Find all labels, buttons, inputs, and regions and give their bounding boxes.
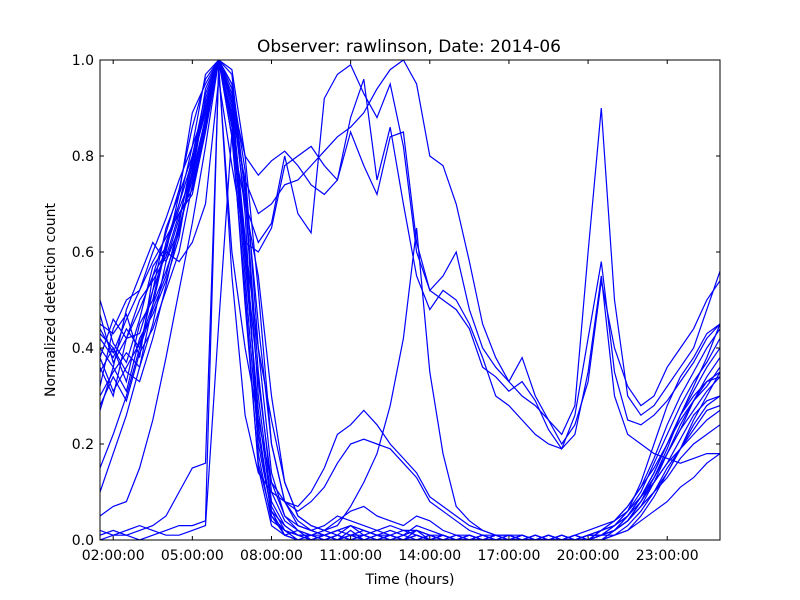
x-tick-label: 14:00:00 [398, 548, 461, 564]
y-tick-label: 0.2 [72, 437, 94, 453]
series-line-12 [100, 60, 720, 540]
series-line-17 [100, 131, 720, 540]
series-line-20 [100, 60, 720, 446]
y-tick-label: 1.0 [72, 53, 94, 69]
series-line-8 [100, 60, 720, 540]
x-axis: 02:00:00 05:00:00 08:00:00 11:00:00 14:00:00… [82, 60, 699, 564]
series-layer [100, 60, 720, 540]
y-tick-label: 0.8 [72, 149, 94, 165]
x-tick-label: 02:00:00 [82, 548, 145, 564]
y-axis: 0.0 0.2 0.4 0.6 0.8 1.0 [72, 53, 720, 549]
series-line-21 [100, 60, 720, 451]
series-line-16 [100, 64, 720, 540]
series-line-18 [100, 79, 720, 464]
y-tick-label: 0.0 [72, 533, 94, 549]
series-line-15 [100, 69, 720, 540]
x-tick-label: 05:00:00 [161, 548, 224, 564]
x-tick-label: 17:00:00 [477, 548, 540, 564]
chart-title: Observer: rawlinson, Date: 2014-06 [257, 37, 561, 57]
x-axis-title: Time (hours) [365, 572, 455, 588]
series-line-19 [100, 60, 720, 436]
x-tick-label: 08:00:00 [240, 548, 303, 564]
x-tick-label: 23:00:00 [636, 548, 699, 564]
x-tick-label: 11:00:00 [319, 548, 382, 564]
y-tick-label: 0.6 [72, 245, 94, 261]
y-tick-label: 0.4 [72, 341, 94, 357]
plot-frame [99, 59, 721, 541]
x-tick-label: 20:00:00 [557, 548, 620, 564]
y-axis-title: Normalized detection count [43, 203, 59, 397]
series-line-10 [100, 60, 720, 540]
